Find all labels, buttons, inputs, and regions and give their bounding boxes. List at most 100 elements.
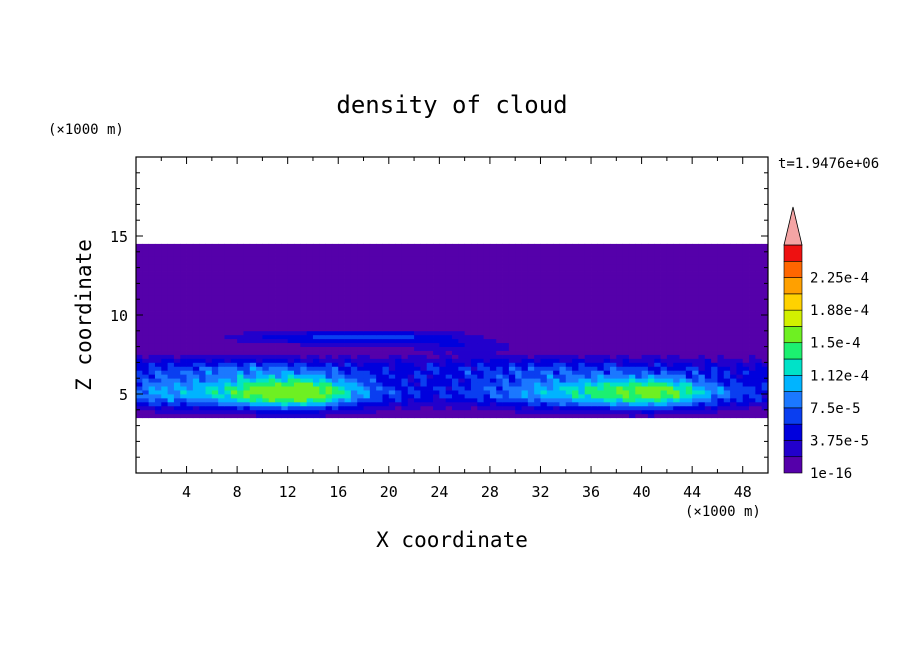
density-cell — [287, 287, 295, 292]
density-cell — [591, 334, 598, 340]
density-cell — [546, 386, 554, 391]
density-cell — [319, 326, 326, 332]
density-cell — [534, 299, 541, 304]
density-cell — [635, 394, 642, 399]
density-cell — [666, 326, 674, 332]
density-cell — [597, 397, 605, 403]
density-cell — [243, 307, 251, 312]
density-cell — [679, 299, 687, 304]
density-cell — [553, 362, 560, 367]
density-cell — [445, 259, 453, 265]
density-cell — [496, 275, 503, 280]
density-cell — [287, 295, 295, 300]
density-cell — [749, 287, 756, 292]
density-cell — [452, 362, 459, 367]
density-cell — [749, 362, 756, 367]
density-cell — [382, 251, 390, 257]
density-cell — [572, 330, 579, 336]
density-cell — [199, 279, 206, 284]
density-cell — [325, 354, 333, 359]
density-cell — [660, 255, 668, 261]
density-cell — [350, 401, 358, 407]
density-cell — [534, 275, 541, 280]
density-cell — [717, 370, 725, 375]
density-cell — [610, 346, 617, 351]
density-cell — [338, 291, 345, 296]
density-cell — [161, 315, 168, 320]
density-cell — [281, 338, 289, 344]
density-cell — [388, 255, 396, 261]
density-cell — [407, 334, 415, 340]
density-cell — [464, 394, 472, 399]
density-cell — [508, 271, 516, 276]
density-cell — [237, 350, 244, 355]
density-cell — [173, 413, 181, 419]
density-cell — [154, 259, 162, 265]
density-cell — [717, 401, 725, 407]
density-cell — [508, 247, 516, 253]
density-cell — [167, 354, 175, 359]
density-cell — [527, 342, 535, 347]
density-cell — [749, 255, 756, 261]
density-cell — [199, 247, 206, 253]
time-label: t=1.9476e+06 — [778, 156, 879, 172]
density-cell — [281, 346, 289, 351]
density-cell — [565, 386, 573, 391]
density-cell — [730, 251, 737, 257]
density-cell — [249, 283, 257, 288]
density-cell — [357, 255, 364, 261]
density-cell — [546, 330, 554, 336]
density-cell — [186, 322, 194, 328]
density-cell — [628, 405, 636, 411]
density-cell — [489, 394, 497, 399]
density-cell — [559, 362, 567, 367]
density-cell — [173, 243, 181, 249]
density-cell — [376, 315, 383, 320]
density-cell — [521, 374, 529, 379]
density-cell — [452, 405, 459, 411]
density-cell — [458, 263, 466, 268]
density-cell — [230, 311, 238, 316]
density-cell — [414, 259, 421, 265]
density-cell — [401, 326, 409, 332]
density-cell — [704, 401, 712, 407]
density-cell — [527, 378, 535, 383]
density-cell — [540, 279, 548, 284]
density-cell — [603, 338, 611, 344]
density-cell — [312, 243, 320, 249]
density-cell — [502, 386, 510, 391]
density-cell — [730, 275, 737, 280]
density-cell — [294, 390, 301, 395]
density-cell — [167, 342, 175, 347]
density-cell — [154, 271, 162, 276]
density-cell — [414, 267, 421, 272]
density-cell — [679, 358, 687, 363]
density-cell — [205, 405, 213, 411]
density-cell — [647, 346, 655, 351]
density-cell — [527, 362, 535, 367]
density-cell — [376, 287, 383, 292]
density-cell — [723, 370, 731, 375]
density-cell — [249, 275, 257, 280]
density-cell — [698, 326, 706, 332]
density-cell — [237, 279, 244, 284]
density-cell — [622, 382, 630, 387]
density-cell — [489, 311, 497, 316]
density-cell — [496, 366, 503, 371]
density-cell — [610, 287, 617, 292]
density-cell — [420, 271, 428, 276]
density-cell — [243, 394, 251, 399]
density-cell — [256, 311, 263, 316]
density-cell — [199, 299, 206, 304]
density-cell — [654, 247, 661, 253]
density-cell — [578, 303, 586, 308]
density-cell — [742, 362, 750, 367]
density-cell — [319, 330, 326, 336]
density-cell — [578, 374, 586, 379]
density-cell — [660, 354, 668, 359]
density-cell — [515, 405, 522, 411]
density-cell — [294, 397, 301, 403]
density-cell — [161, 397, 168, 403]
density-cell — [331, 275, 339, 280]
